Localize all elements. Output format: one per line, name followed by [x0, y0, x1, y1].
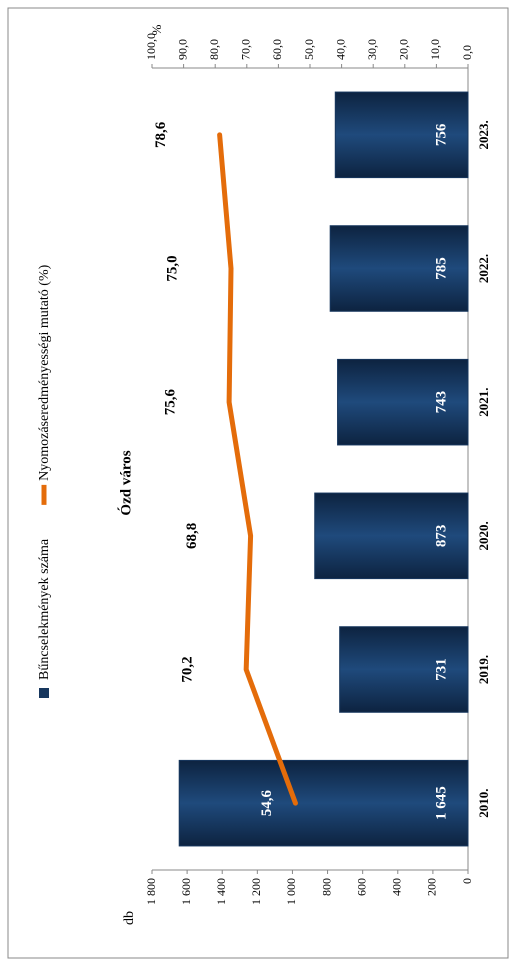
- line-value-label: 78,6: [153, 121, 169, 148]
- y2-tick-label: 10,0: [428, 39, 442, 60]
- y2-tick-label: 90,0: [175, 39, 189, 60]
- legend-marker: [39, 688, 49, 698]
- y-tick-label: 1 000: [284, 878, 298, 905]
- y-tick-label: 200: [425, 878, 439, 896]
- legend-label: Nyomozáseredményességi mutató (%): [37, 264, 52, 480]
- bar: [337, 358, 469, 446]
- y-tick-label: 1 800: [144, 878, 158, 905]
- bar-value-label: 873: [433, 525, 449, 548]
- bar: [314, 492, 469, 580]
- y2-tick-label: 40,0: [333, 39, 347, 60]
- y-axis-label: db: [122, 911, 137, 925]
- line-value-label: 68,8: [184, 523, 200, 549]
- y2-tick-label: 30,0: [365, 39, 379, 60]
- x-tick-label: 2021.: [476, 388, 491, 417]
- y-tick-label: 1 600: [179, 878, 193, 905]
- bar-value-label: 756: [433, 123, 449, 146]
- bar: [334, 91, 469, 179]
- y2-tick-label: 80,0: [207, 39, 221, 60]
- line-value-label: 75,6: [163, 389, 179, 416]
- bar: [329, 225, 469, 312]
- bar-value-label: 731: [433, 658, 449, 681]
- line: [217, 132, 298, 806]
- y-tick-label: 1 400: [214, 878, 228, 905]
- bar: [339, 626, 469, 713]
- x-tick-label: 2022.: [476, 254, 491, 283]
- chart-border: [7, 7, 509, 959]
- y-tick-label: 0: [460, 878, 474, 884]
- rotated-chart: Ózd város db % 0 200 400 600 800 1 000 1 200 1 …: [7, 7, 509, 959]
- line-value-label: 54,6: [259, 790, 275, 817]
- x-tick-label: 2023.: [476, 120, 491, 149]
- bar-value-label: 1 645: [433, 786, 449, 820]
- line-value-label: 75,0: [164, 255, 180, 281]
- bar: [178, 759, 469, 847]
- x-tick-label: 2010.: [476, 789, 491, 818]
- y2-tick-label: 0,0: [460, 45, 474, 60]
- y2-tick-label: 70,0: [239, 39, 253, 60]
- chart-title: Ózd város: [117, 450, 134, 515]
- legend-label: Bűncselekmények száma: [37, 538, 52, 680]
- y2-tick-label: 100,0: [144, 33, 158, 60]
- y-tick-label: 400: [390, 878, 404, 896]
- bar-value-label: 743: [433, 391, 449, 414]
- x-tick-label: 2020.: [476, 521, 491, 550]
- y2-tick-label: 50,0: [302, 39, 316, 60]
- y-tick-label: 600: [354, 878, 368, 896]
- bar-value-label: 785: [433, 257, 449, 280]
- line-value-label: 70,2: [180, 656, 196, 682]
- y-tick-label: 1 200: [249, 878, 263, 905]
- y-tick-label: 800: [319, 878, 333, 896]
- y2-axis-label: %: [149, 24, 164, 35]
- y2-tick-label: 20,0: [397, 39, 411, 60]
- x-tick-label: 2019.: [476, 655, 491, 684]
- y2-tick-label: 60,0: [270, 39, 284, 60]
